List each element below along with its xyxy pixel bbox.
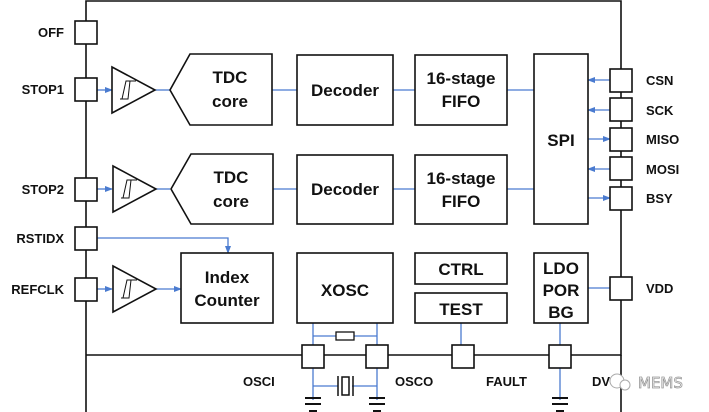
watermark: MEMS: [609, 373, 683, 392]
pin-label-bsy: BSY: [646, 191, 673, 206]
pin-label-osci: OSCI: [243, 374, 275, 389]
spi-label: SPI: [547, 131, 574, 150]
index-counter: [180, 252, 274, 324]
crystal-icon: [337, 376, 354, 396]
tdc-core-1: [169, 53, 273, 126]
bg-label: BG: [548, 303, 574, 322]
xosc-label: XOSC: [321, 281, 369, 300]
schmitt-buffer-icon: [111, 65, 157, 115]
pin-label-stop1: STOP1: [22, 82, 64, 97]
tdc-core-2: [170, 153, 274, 225]
schmitt-buffer-icon: [112, 164, 158, 214]
ctrl-block: [414, 252, 508, 285]
pin-label-refclk: REFCLK: [11, 282, 64, 297]
pin-label-rstidx: RSTIDX: [16, 231, 64, 246]
pin-fault: [451, 344, 475, 369]
pin-label-vdd: VDD: [646, 281, 673, 296]
fifo-2-label: FIFO: [442, 192, 481, 211]
tdc-core-1-label: core: [212, 92, 248, 111]
pin-label-dvdd: DV: [592, 374, 610, 389]
schmitt-buffer-icon: [112, 264, 158, 314]
pin-miso: [609, 127, 633, 152]
capacitor-icon: [552, 397, 568, 412]
pin-stop1: [74, 77, 98, 102]
capacitor-icon: [369, 397, 385, 412]
fifo-2-label: 16-stage: [427, 169, 496, 188]
spi-block: [533, 53, 589, 225]
pin-csn: [609, 68, 633, 93]
ldo-label: LDO: [543, 259, 579, 278]
test-label: TEST: [439, 300, 483, 319]
pin-refclk: [74, 277, 98, 302]
decoder-2-label: Decoder: [311, 180, 379, 199]
pin-label-off: OFF: [38, 25, 64, 40]
xosc-block: [296, 252, 394, 324]
ctrl-label: CTRL: [438, 260, 483, 279]
pin-osco: [365, 344, 389, 369]
watermark-text: MEMS: [638, 374, 683, 392]
pin-rstidx: [74, 226, 98, 251]
por-label: POR: [543, 281, 580, 300]
pin-label-miso: MISO: [646, 132, 679, 147]
signal-lines: [97, 77, 611, 400]
resistor-icon: [335, 331, 355, 341]
pin-label-csn: CSN: [646, 73, 673, 88]
ldo-por-bg-block: [533, 252, 589, 324]
decoder-2: [296, 154, 394, 225]
pin-label-fault: FAULT: [486, 374, 527, 389]
index-counter-label: Index: [205, 268, 250, 287]
pin-vdd: [609, 276, 633, 301]
fifo-1-label: FIFO: [442, 92, 481, 111]
pin-label-sck: SCK: [646, 103, 674, 118]
decoder-1-label: Decoder: [311, 81, 379, 100]
tdc-core-2-label: TDC: [214, 168, 249, 187]
chip-boundary: [85, 0, 622, 412]
test-block: [414, 292, 508, 324]
index-counter-label: Counter: [194, 291, 260, 310]
pin-label-stop2: STOP2: [22, 182, 64, 197]
pin-osci: [301, 344, 325, 369]
fifo-1: [414, 54, 508, 126]
pin-dvdd: [548, 344, 572, 369]
pin-stop2: [74, 177, 98, 202]
pin-label-osco: OSCO: [395, 374, 433, 389]
pin-off: [74, 20, 98, 45]
pin-label-mosi: MOSI: [646, 162, 679, 177]
fifo-1-label: 16-stage: [427, 69, 496, 88]
pin-bsy: [609, 186, 633, 211]
tdc-core-1-label: TDC: [213, 68, 248, 87]
fifo-2: [414, 154, 508, 225]
capacitor-icon: [305, 397, 321, 412]
tdc-core-2-label: core: [213, 192, 249, 211]
pin-sck: [609, 97, 633, 122]
pin-mosi: [609, 156, 633, 181]
decoder-1: [296, 54, 394, 126]
